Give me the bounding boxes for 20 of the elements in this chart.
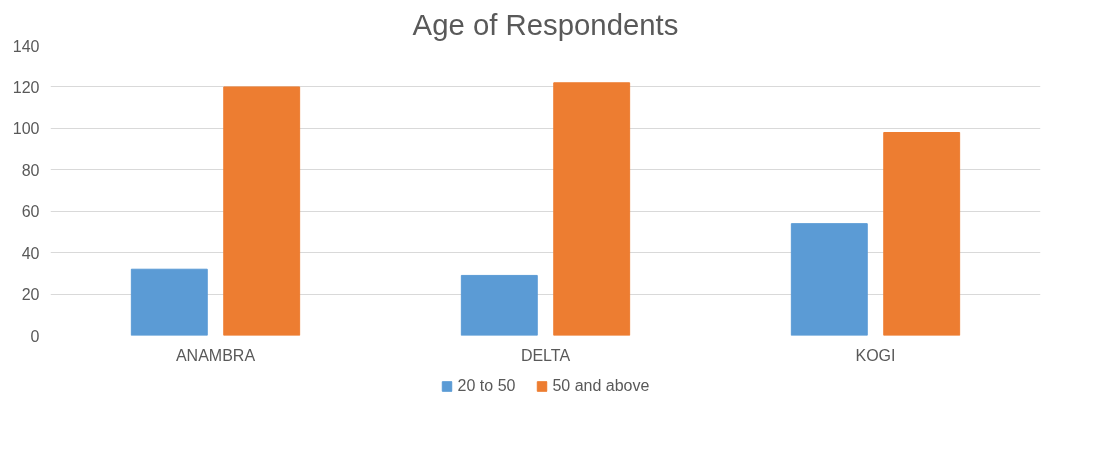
bar xyxy=(223,86,301,336)
x-tick-label: ANAMBRA xyxy=(175,346,256,364)
bar xyxy=(790,223,868,336)
chart-title: Age of Respondents xyxy=(412,7,679,41)
legend-label: 50 and above xyxy=(552,377,650,395)
bar xyxy=(883,132,961,336)
bar xyxy=(460,274,538,336)
y-tick-label: 80 xyxy=(21,161,40,179)
legend-label: 20 to 50 xyxy=(457,377,516,395)
y-tick-label: 0 xyxy=(30,327,40,345)
bar xyxy=(130,268,208,336)
y-tick-label: 100 xyxy=(12,120,40,138)
y-tick-label: 20 xyxy=(21,286,40,304)
y-tick-label: 120 xyxy=(12,78,40,96)
y-tick-label: 60 xyxy=(21,203,40,221)
bar xyxy=(553,82,631,336)
y-tick-label: 140 xyxy=(12,37,40,55)
y-tick-label: 40 xyxy=(21,244,40,262)
x-tick-label: KOGI xyxy=(855,346,896,364)
x-tick-label: DELTA xyxy=(520,346,571,364)
